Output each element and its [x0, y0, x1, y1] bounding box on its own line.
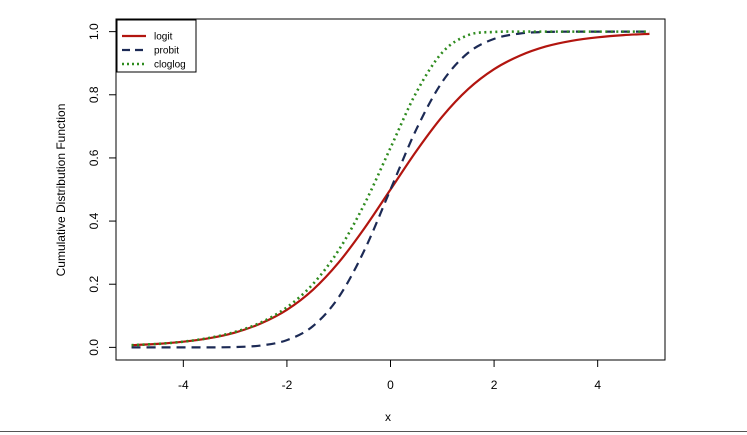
x-tick-label: 4 [594, 378, 601, 392]
series-line-logit [131, 32, 650, 347]
legend-box [116, 19, 197, 73]
legend-label-cloglog: cloglog [154, 60, 186, 71]
y-tick-label: 1.0 [87, 23, 101, 40]
bottom-rule [0, 431, 747, 432]
y-axis: 0.0 0.2 0.4 0.6 0.8 1.0 [87, 23, 116, 356]
x-tick-label: 2 [491, 378, 498, 392]
x-tick-label: -4 [178, 378, 189, 392]
x-tick-label: -2 [282, 378, 293, 392]
legend-label-probit: probit [154, 46, 179, 57]
y-tick-label: 0.0 [87, 339, 101, 356]
y-tick-label: 0.8 [87, 86, 101, 103]
y-tick-label: 0.4 [87, 212, 101, 229]
x-axis: -4 -2 0 2 4 [178, 359, 601, 392]
x-tick-label: 0 [387, 378, 394, 392]
y-tick-label: 0.2 [87, 276, 101, 293]
legend-label-logit: logit [154, 32, 173, 43]
y-tick-label: 0.6 [87, 149, 101, 166]
series-layer [131, 30, 650, 349]
y-axis-title: Cumulative Distribution Function [54, 104, 68, 277]
legend: logit probit cloglog [116, 19, 197, 73]
x-axis-title: x [385, 410, 391, 424]
